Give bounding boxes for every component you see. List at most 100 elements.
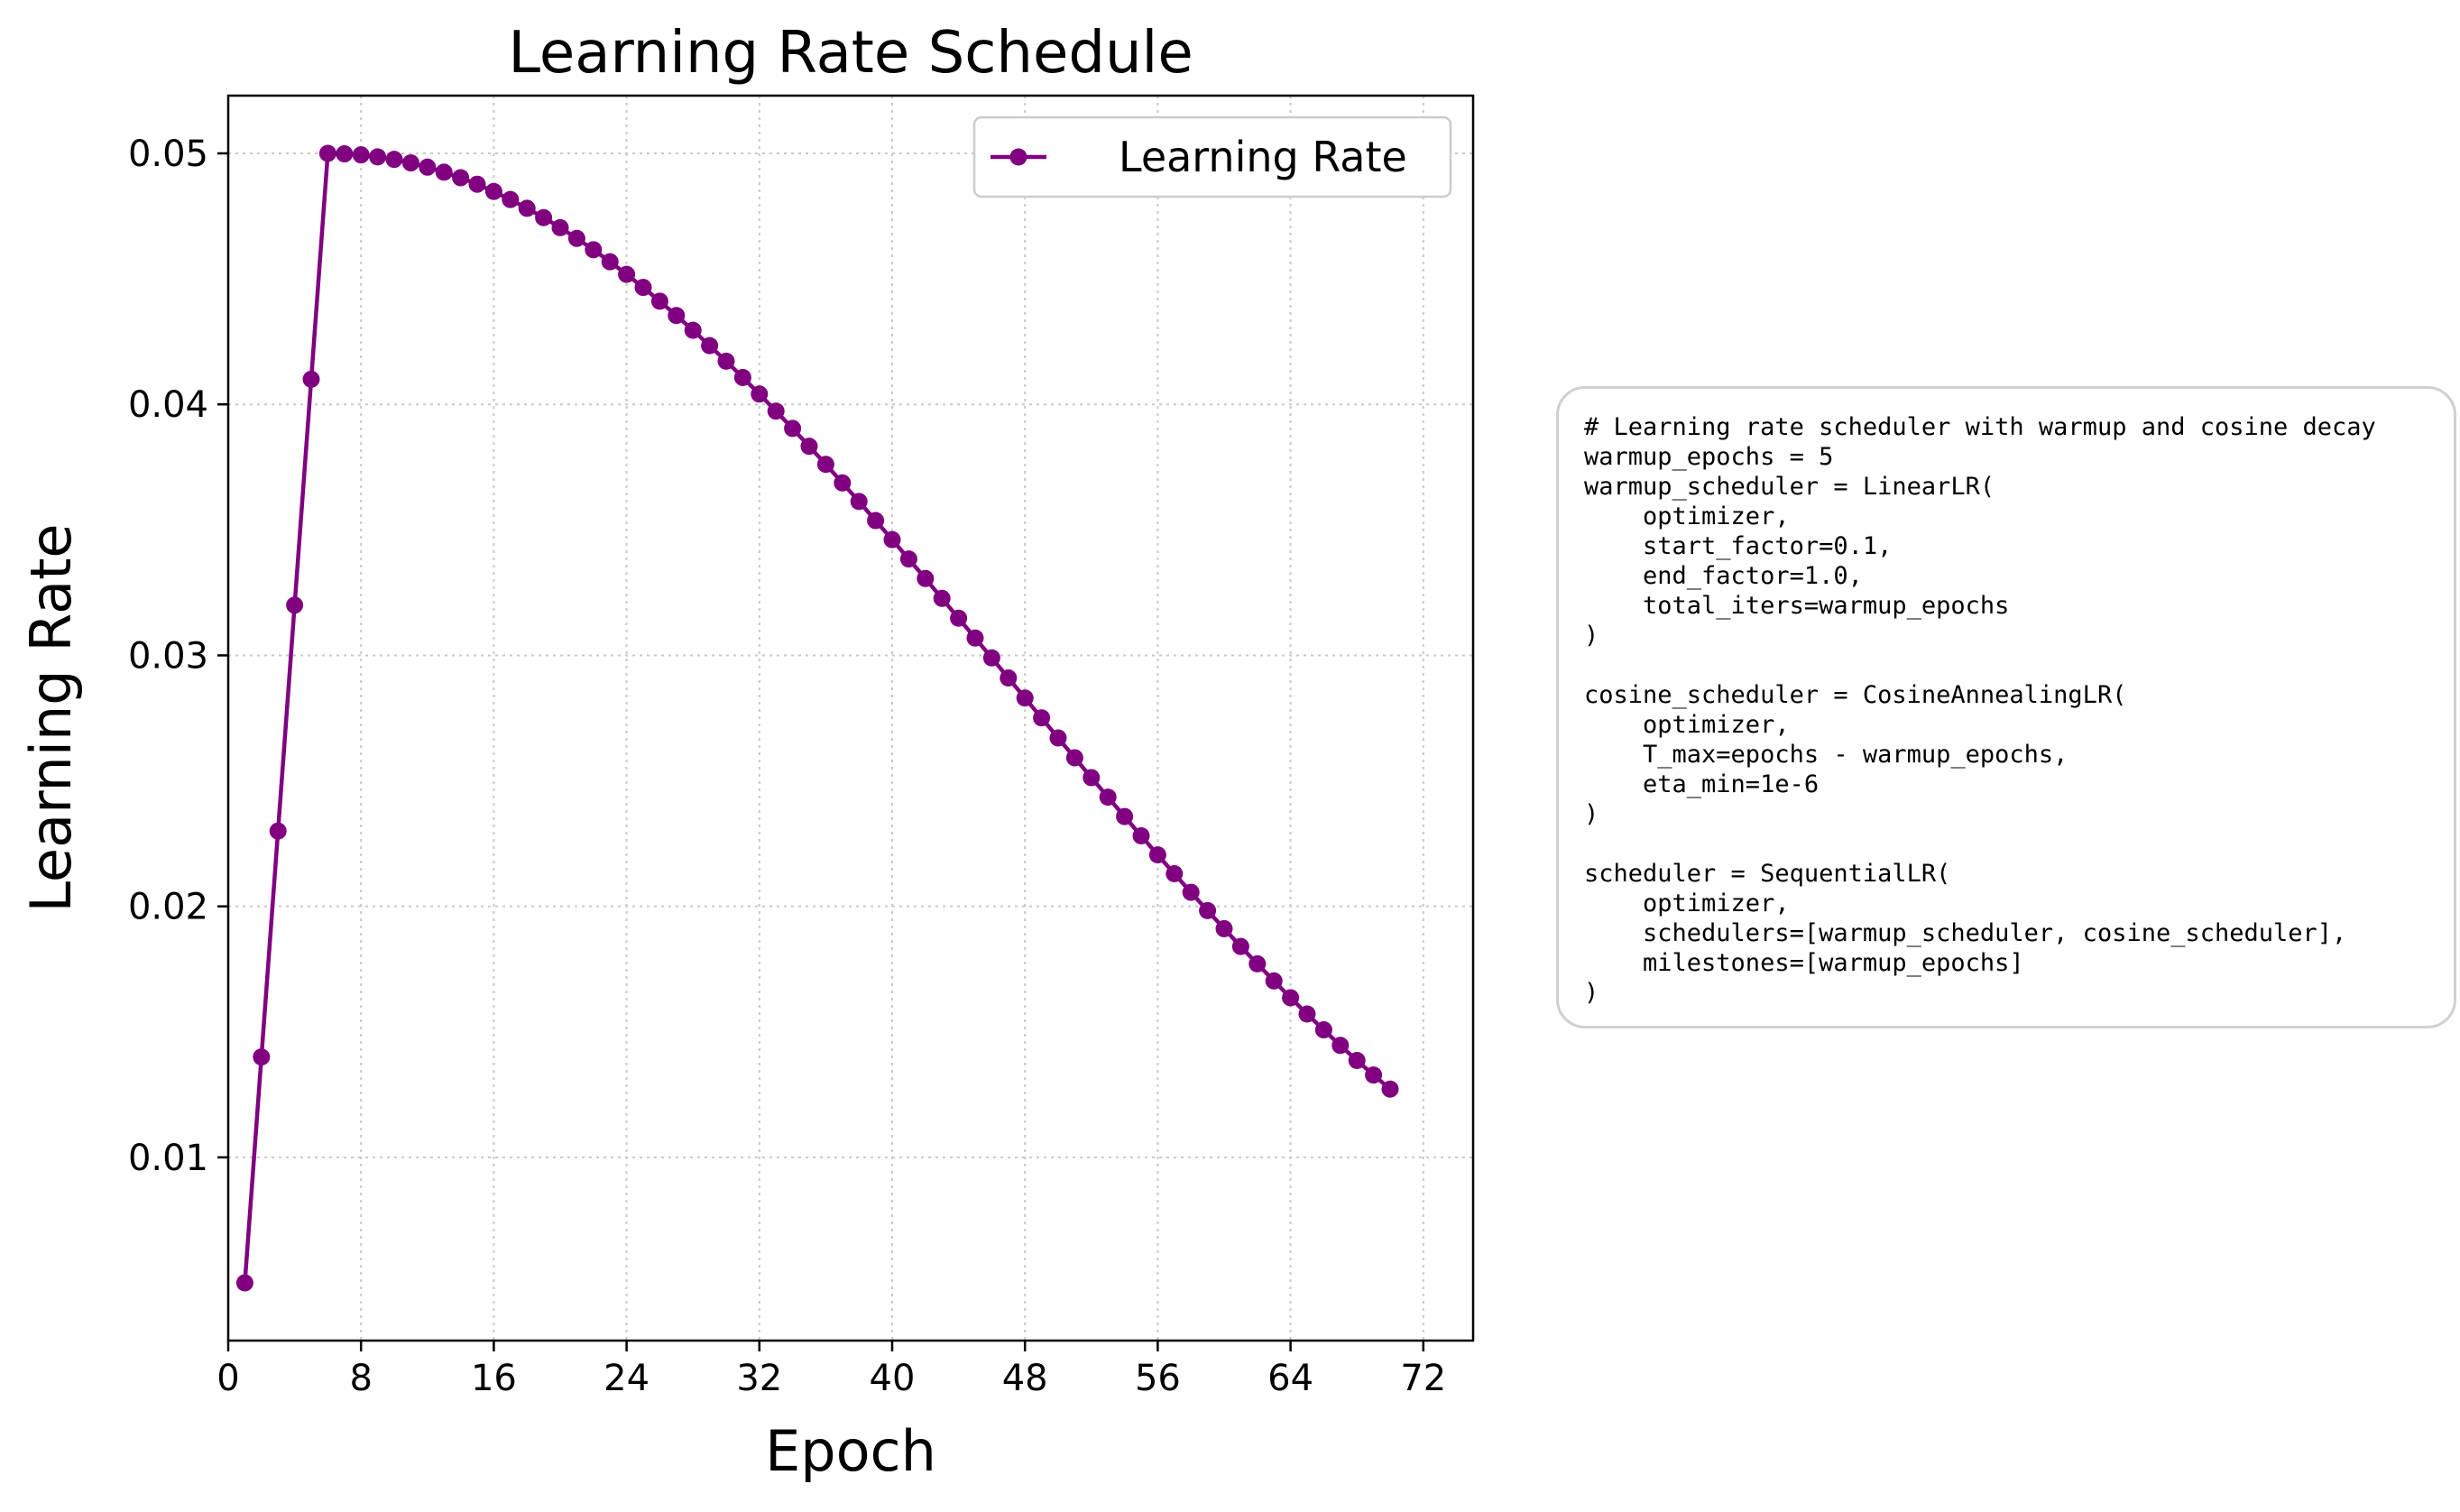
data-point: [551, 218, 569, 236]
y-axis-label: Learning Rate: [18, 523, 84, 912]
data-point: [668, 307, 686, 325]
data-point: [1331, 1037, 1350, 1055]
data-point: [1215, 919, 1233, 937]
x-tick-label: 48: [1002, 1358, 1048, 1399]
data-point: [369, 148, 387, 166]
y-tick-label: 0.03: [128, 635, 208, 677]
data-point: [751, 385, 769, 403]
data-point: [286, 596, 304, 614]
data-point: [1248, 954, 1267, 973]
data-point: [1065, 749, 1083, 767]
data-point: [733, 368, 751, 386]
y-tick-label: 0.04: [128, 384, 208, 426]
legend: Learning Rate: [972, 115, 1452, 198]
data-point: [235, 1274, 253, 1292]
data-point: [1314, 1021, 1332, 1039]
data-point: [1132, 826, 1150, 844]
data-point: [419, 158, 437, 176]
data-point: [800, 438, 818, 456]
data-point: [401, 154, 419, 172]
data-point: [385, 151, 403, 169]
data-point: [816, 456, 834, 474]
data-point: [684, 321, 702, 339]
chart-title: Learning Rate Schedule: [508, 20, 1193, 87]
data-point: [253, 1048, 271, 1066]
data-point: [535, 208, 553, 226]
series-learning-rate: [235, 144, 1399, 1292]
x-tick-label: 8: [349, 1358, 372, 1399]
data-point: [1049, 729, 1067, 747]
data-point: [1348, 1052, 1366, 1069]
data-point: [1298, 1005, 1316, 1023]
x-tick-label: 32: [736, 1358, 782, 1399]
data-point: [352, 146, 370, 164]
data-point: [269, 822, 287, 840]
code-snippet: # Learning rate scheduler with warmup an…: [1584, 413, 2376, 1007]
x-tick-label: 56: [1135, 1358, 1181, 1399]
data-point: [318, 144, 336, 162]
data-point: [1016, 689, 1034, 707]
data-point: [1381, 1080, 1399, 1098]
data-point: [1231, 937, 1249, 955]
data-point: [701, 337, 719, 355]
x-tick-label: 64: [1267, 1358, 1313, 1399]
x-tick-label: 40: [870, 1358, 916, 1399]
data-point: [601, 253, 619, 271]
grid-lines: [227, 96, 1473, 1341]
data-point: [1148, 846, 1166, 864]
data-point: [1000, 668, 1018, 687]
data-point: [650, 292, 668, 310]
data-point: [917, 569, 935, 587]
data-point: [567, 229, 585, 247]
data-point: [618, 265, 636, 283]
data-point: [850, 493, 868, 511]
x-tick-label: 0: [217, 1358, 239, 1399]
data-point: [518, 199, 536, 217]
data-point: [1116, 807, 1134, 825]
data-point: [452, 169, 470, 187]
data-point: [1199, 901, 1217, 919]
data-point: [966, 629, 984, 647]
data-point: [784, 419, 802, 438]
data-point: [1182, 883, 1200, 901]
data-point: [883, 530, 901, 549]
data-point: [1033, 709, 1051, 727]
legend-swatch-marker: [1009, 148, 1027, 166]
data-point: [502, 190, 520, 208]
series-line: [243, 151, 1392, 1284]
data-point: [585, 241, 603, 259]
legend-box: [972, 115, 1452, 198]
y-tick-label: 0.02: [128, 887, 208, 928]
data-point: [717, 352, 735, 370]
data-point: [468, 175, 486, 193]
axis-ticks: 0 8 16 24 32 40 48 56 64 72 0.01 0.02 0.03 0.04 0.05: [128, 134, 1446, 1399]
code-annotation-box: # Learning rate scheduler with warmup an…: [1556, 386, 2456, 1028]
y-tick-label: 0.01: [128, 1138, 208, 1179]
data-point: [1166, 865, 1184, 882]
legend-entry-learning-rate: Learning Rate: [1119, 133, 1407, 181]
data-point: [1099, 788, 1117, 807]
x-tick-label: 16: [471, 1358, 517, 1399]
data-point: [634, 279, 652, 297]
data-point: [1265, 972, 1283, 990]
data-point: [1282, 989, 1300, 1007]
x-axis-label: Epoch: [765, 1418, 936, 1484]
data-point: [484, 182, 502, 200]
x-tick-label: 72: [1400, 1358, 1446, 1399]
y-tick-label: 0.05: [128, 134, 208, 175]
data-point: [950, 609, 968, 627]
data-point: [435, 163, 453, 181]
data-point: [933, 589, 951, 607]
plot-frame: [226, 94, 1475, 1342]
x-tick-label: 24: [603, 1358, 650, 1399]
data-point: [767, 402, 785, 420]
data-point: [336, 145, 354, 163]
data-point: [302, 370, 320, 388]
data-point: [1365, 1066, 1383, 1084]
data-point: [982, 649, 1000, 667]
data-point: [834, 474, 852, 492]
data-point: [899, 550, 917, 568]
data-point: [1083, 769, 1101, 787]
data-point: [867, 512, 885, 530]
